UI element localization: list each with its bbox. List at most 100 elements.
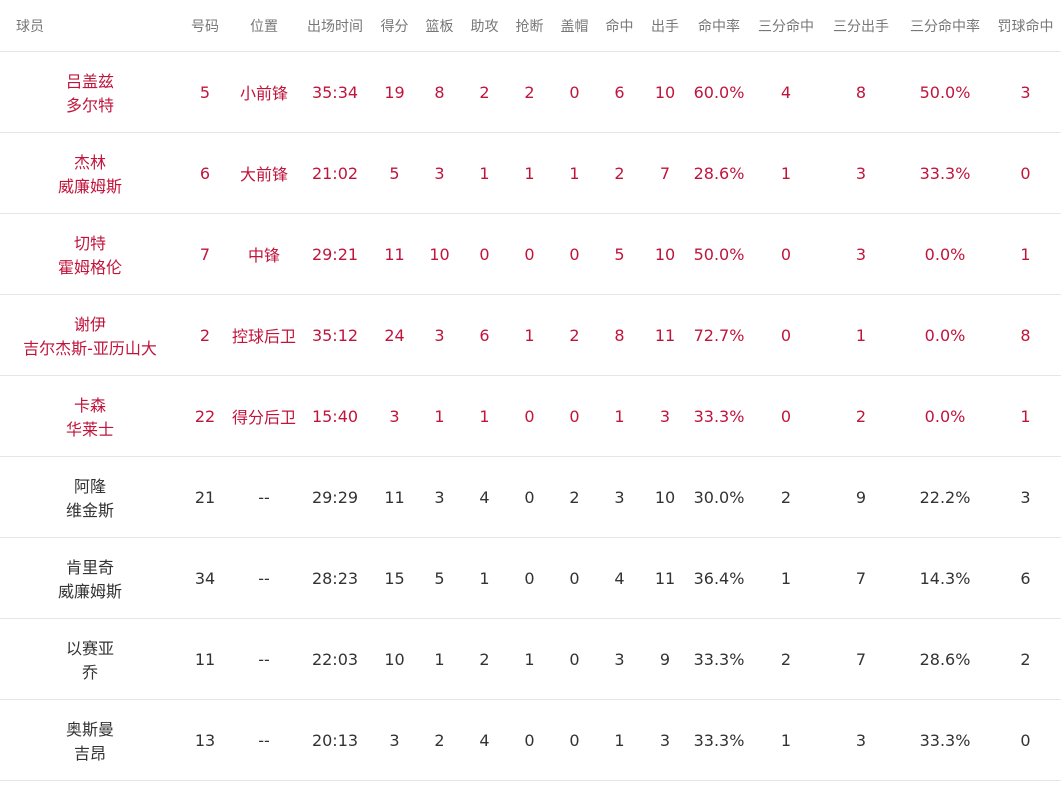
- player-name-line[interactable]: 切特: [73, 234, 106, 253]
- player-name-line[interactable]: 吕盖兹: [65, 72, 114, 91]
- stat-cell: 3: [822, 213, 900, 295]
- stat-cell: 1: [417, 375, 462, 457]
- stat-cell: 5: [597, 213, 642, 295]
- stat-cell: 35:12: [298, 294, 372, 376]
- player-name-line[interactable]: 霍姆格伦: [57, 258, 122, 277]
- player-name-line[interactable]: 维金斯: [65, 501, 114, 520]
- column-header: 三分命中率: [900, 0, 990, 52]
- stat-cell: 6: [462, 294, 507, 376]
- box-score-table: 球员 号码 位置 出场时间 得分 篮板 助攻 抢断 盖帽 命中 出手 命中率 三分命中 三分出手 三分命中率…: [0, 0, 1061, 781]
- stat-cell: 0.0%: [900, 294, 990, 376]
- stat-cell: 1: [750, 132, 822, 214]
- stat-cell: 1: [462, 537, 507, 619]
- stat-cell: 33.3%: [688, 375, 750, 457]
- stat-cell: 28.6%: [688, 132, 750, 214]
- stat-cell: 0: [990, 132, 1061, 214]
- column-header: 盖帽: [552, 0, 597, 52]
- player-name-line[interactable]: 奥斯曼: [65, 720, 114, 739]
- name: 以赛亚乔: [0, 635, 180, 683]
- stat-cell: 11: [372, 213, 417, 295]
- player-cell: 谢伊吉尔杰斯-亚历山大: [0, 294, 180, 376]
- stat-cell: 0: [507, 699, 552, 781]
- player: 吕盖兹 多尔特: [0, 68, 180, 116]
- column-header: 三分出手: [822, 0, 900, 52]
- stat-cell: 3: [597, 618, 642, 700]
- player-cell: 肯里奇 威廉姆斯: [0, 537, 180, 619]
- stat-cell: 60.0%: [688, 51, 750, 133]
- stat-cell: 1: [417, 618, 462, 700]
- stat-cell: 33.3%: [900, 132, 990, 214]
- player-cell: 卡森 华莱士: [0, 375, 180, 457]
- player-name-line[interactable]: 多尔特: [65, 96, 114, 115]
- column-header: 助攻: [462, 0, 507, 52]
- stat-cell: 11: [180, 618, 230, 700]
- stat-cell: 0: [507, 537, 552, 619]
- player-name-line[interactable]: 杰林: [73, 153, 106, 172]
- column-header: 抢断: [507, 0, 552, 52]
- stat-cell: 2: [507, 51, 552, 133]
- stat-cell: 1: [597, 375, 642, 457]
- stat-cell: --: [230, 456, 298, 538]
- player-row: 杰林 威廉姆斯 6 大前锋 21:02 5 3 1 1 1 2 7 28.6% 1 3 33.3% 0: [0, 132, 1061, 214]
- stat-cell: 3: [417, 456, 462, 538]
- column-header: 命中: [597, 0, 642, 52]
- stat-cell: 2: [180, 294, 230, 376]
- player-name-line[interactable]: 华莱士: [65, 420, 114, 439]
- player-name-line[interactable]: 乔: [81, 663, 98, 682]
- stat-cell: 4: [597, 537, 642, 619]
- stat-cell: 33.3%: [688, 618, 750, 700]
- player-name-line[interactable]: 以赛亚: [65, 639, 114, 658]
- stat-cell: 0.0%: [900, 375, 990, 457]
- stat-cell: 10: [372, 618, 417, 700]
- stat-cell: 3: [990, 51, 1061, 133]
- player-name-line[interactable]: 肯里奇: [65, 558, 114, 577]
- name: 杰林 威廉姆斯: [0, 149, 180, 197]
- stat-cell: 2: [990, 618, 1061, 700]
- player-name-line[interactable]: 卡森: [73, 396, 106, 415]
- stat-cell: 3: [642, 699, 688, 781]
- column-header: 篮板: [417, 0, 462, 52]
- stat-cell: 33.3%: [900, 699, 990, 781]
- stat-cell: 3: [597, 456, 642, 538]
- stat-cell: 10: [417, 213, 462, 295]
- player-name-line[interactable]: 阿隆: [73, 477, 106, 496]
- column-header: 球员: [0, 0, 180, 52]
- player-name-line[interactable]: 威廉姆斯: [57, 177, 122, 196]
- player-row: 以赛亚乔 11 -- 22:03 10 1 2 1 0 3 9 33.3% 2 7 28.6% 2: [0, 618, 1061, 700]
- player-cell: 切特 霍姆格伦: [0, 213, 180, 295]
- column-header: 得分: [372, 0, 417, 52]
- player-name-line[interactable]: 谢伊: [73, 315, 106, 334]
- player: 卡森 华莱士: [0, 392, 180, 440]
- stat-cell: 9: [642, 618, 688, 700]
- name: 阿隆 维金斯: [0, 473, 180, 521]
- stat-cell: 22:03: [298, 618, 372, 700]
- stat-cell: 0: [552, 375, 597, 457]
- stat-cell: 22: [180, 375, 230, 457]
- stat-cell: 1: [552, 132, 597, 214]
- player-name-line[interactable]: 吉昂: [73, 744, 106, 763]
- stat-cell: 7: [180, 213, 230, 295]
- player: 以赛亚乔: [0, 635, 180, 683]
- stat-cell: 2: [462, 618, 507, 700]
- stat-cell: 1: [507, 132, 552, 214]
- player-cell: 奥斯曼 吉昂: [0, 699, 180, 781]
- stat-cell: 22.2%: [900, 456, 990, 538]
- stat-cell: 得分后卫: [230, 375, 298, 457]
- stat-cell: 2: [822, 375, 900, 457]
- player-cell: 杰林 威廉姆斯: [0, 132, 180, 214]
- stat-cell: 0: [552, 213, 597, 295]
- stat-cell: --: [230, 699, 298, 781]
- player-name-line[interactable]: 威廉姆斯: [57, 582, 122, 601]
- stat-cell: 0.0%: [900, 213, 990, 295]
- stat-cell: 0: [507, 213, 552, 295]
- stat-cell: 35:34: [298, 51, 372, 133]
- stat-cell: 0: [552, 537, 597, 619]
- stat-cell: 20:13: [298, 699, 372, 781]
- stat-cell: 0: [507, 456, 552, 538]
- player-name-line[interactable]: 吉尔杰斯-亚历山大: [23, 339, 157, 358]
- stat-cell: 21: [180, 456, 230, 538]
- stat-cell: 3: [417, 294, 462, 376]
- stat-cell: --: [230, 537, 298, 619]
- stat-cell: 19: [372, 51, 417, 133]
